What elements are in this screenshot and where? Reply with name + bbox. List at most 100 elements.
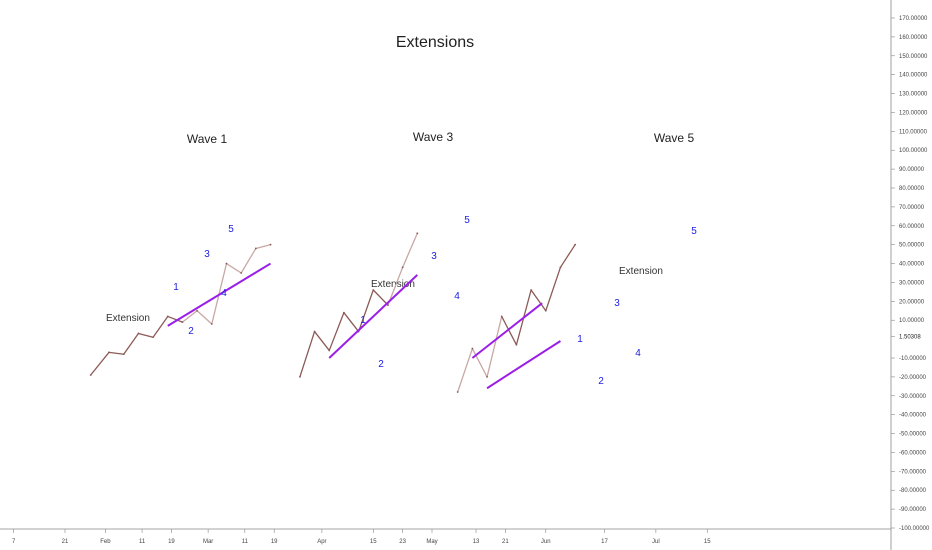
price-point bbox=[210, 323, 213, 325]
wave-number-5: 5 bbox=[691, 226, 697, 237]
wave-number-3: 3 bbox=[204, 249, 210, 260]
trendline bbox=[486, 340, 561, 390]
trendline bbox=[328, 274, 419, 359]
time-tick-label: Jun bbox=[541, 539, 551, 545]
price-segment bbox=[152, 315, 169, 338]
price-segment bbox=[486, 315, 503, 378]
current-price-label: 1.50308 bbox=[899, 334, 921, 340]
time-tick-label: 17 bbox=[601, 539, 608, 545]
price-tick-label: 130.00000 bbox=[899, 92, 928, 98]
price-point bbox=[313, 330, 316, 333]
price-segment bbox=[196, 310, 213, 325]
chart-title: Extensions bbox=[396, 34, 474, 51]
price-tick-label: 120.00000 bbox=[899, 110, 928, 116]
extension-label: Extension bbox=[106, 313, 150, 324]
price-point bbox=[269, 243, 272, 246]
price-point bbox=[416, 232, 419, 235]
price-segment bbox=[545, 266, 562, 312]
time-tick-label: Apr bbox=[317, 539, 326, 545]
price-tick-label: -50.00000 bbox=[899, 432, 927, 438]
price-point bbox=[225, 262, 228, 265]
price-tick-label: 10.00000 bbox=[899, 318, 925, 324]
price-segment bbox=[530, 289, 547, 312]
panel-1: Wave 1 Extension 1 2 3 4 5 bbox=[89, 132, 272, 376]
time-tick-label: 19 bbox=[271, 539, 278, 545]
trendline bbox=[167, 262, 272, 327]
price-tick-label: -60.00000 bbox=[899, 450, 927, 456]
time-tick-label: 7 bbox=[12, 539, 16, 545]
wave-number-2: 2 bbox=[188, 326, 194, 337]
wave-number-4: 4 bbox=[454, 291, 460, 302]
price-tick-label: 70.00000 bbox=[899, 205, 925, 211]
time-axis[interactable]: 7 21 Feb 11 19 Mar 11 19 Apr 15 23 May 13 21 Jun 17 Jul 1… bbox=[12, 529, 711, 545]
price-segment bbox=[181, 310, 198, 323]
price-tick-label: -90.00000 bbox=[899, 507, 927, 513]
price-point bbox=[530, 289, 532, 291]
price-point bbox=[544, 309, 547, 312]
extension-label: Extension bbox=[371, 279, 415, 290]
time-tick-label: 21 bbox=[502, 539, 509, 545]
price-segment bbox=[328, 312, 345, 352]
price-point bbox=[166, 315, 169, 318]
panel-title: Wave 1 bbox=[187, 132, 228, 146]
price-tick-label: 110.00000 bbox=[899, 129, 928, 135]
price-segment bbox=[240, 247, 257, 274]
price-segment bbox=[299, 330, 316, 378]
price-point bbox=[456, 391, 459, 393]
price-segment bbox=[457, 347, 474, 393]
time-tick-label: 19 bbox=[168, 539, 175, 545]
price-point bbox=[254, 247, 257, 250]
time-tick-label: Jul bbox=[652, 539, 660, 545]
price-point bbox=[89, 374, 92, 376]
time-tick-label: 15 bbox=[704, 539, 711, 545]
price-point bbox=[387, 304, 389, 307]
wave-number-4: 4 bbox=[221, 288, 227, 299]
price-segment bbox=[343, 312, 360, 333]
price-tick-label: 90.00000 bbox=[899, 167, 925, 173]
wave-number-2: 2 bbox=[378, 359, 384, 370]
price-point bbox=[137, 332, 140, 335]
price-tick-label: 20.00000 bbox=[899, 299, 925, 305]
price-segment bbox=[90, 351, 110, 376]
time-tick-label: May bbox=[426, 539, 437, 545]
price-point bbox=[372, 289, 375, 291]
panel-2: Wave 3 Extension 1 2 3 4 5 bbox=[298, 130, 470, 378]
price-point bbox=[486, 375, 488, 378]
wave-number-5: 5 bbox=[228, 224, 234, 235]
price-tick-label: -30.00000 bbox=[899, 394, 927, 400]
price-point bbox=[152, 336, 154, 339]
price-segment bbox=[387, 266, 404, 306]
price-tick-label: 150.00000 bbox=[899, 54, 928, 60]
price-point bbox=[401, 266, 404, 269]
wave-number-3: 3 bbox=[614, 298, 620, 309]
price-tick-label: 50.00000 bbox=[899, 243, 925, 249]
time-tick-label: 23 bbox=[399, 539, 406, 545]
wave-number-2: 2 bbox=[598, 376, 604, 387]
price-point bbox=[515, 343, 518, 346]
price-tick-label: -100.00000 bbox=[899, 526, 930, 532]
trendline bbox=[471, 302, 543, 359]
wave-number-1: 1 bbox=[577, 334, 583, 345]
price-point bbox=[343, 311, 345, 314]
price-tick-label: 40.00000 bbox=[899, 262, 925, 268]
price-point bbox=[240, 272, 243, 274]
price-point bbox=[500, 315, 503, 318]
extension-label: Extension bbox=[619, 266, 663, 277]
price-point bbox=[108, 351, 110, 354]
price-tick-label: -40.00000 bbox=[899, 413, 927, 419]
wave-number-5: 5 bbox=[464, 215, 470, 226]
price-tick-label: 30.00000 bbox=[899, 280, 925, 286]
panel-title: Wave 3 bbox=[413, 130, 454, 144]
price-segment bbox=[559, 244, 576, 268]
panels-layer: Wave 1 Extension 1 2 3 4 5 Wave 3 Extension 1 2 3 4 5… bbox=[89, 130, 697, 393]
price-tick-label: 170.00000 bbox=[899, 16, 928, 22]
price-tick-label: 80.00000 bbox=[899, 186, 925, 192]
price-segment bbox=[167, 315, 184, 323]
time-tick-label: 11 bbox=[242, 539, 249, 545]
price-axis[interactable]: 170.00000 160.00000 150.00000 140.00000 130.… bbox=[891, 16, 930, 532]
time-tick-label: 21 bbox=[62, 539, 69, 545]
price-point bbox=[574, 243, 577, 246]
price-tick-label: -70.00000 bbox=[899, 469, 927, 475]
price-segment bbox=[225, 262, 242, 274]
